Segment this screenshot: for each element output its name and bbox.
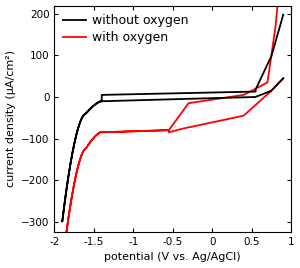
without oxygen xyxy=(268,57,272,60)
without oxygen xyxy=(281,13,285,16)
Line: with oxygen: with oxygen xyxy=(62,0,283,265)
without oxygen xyxy=(259,93,262,96)
with oxygen xyxy=(268,61,272,64)
without oxygen xyxy=(60,220,64,223)
without oxygen xyxy=(281,77,285,80)
with oxygen xyxy=(259,99,262,102)
Legend: without oxygen, with oxygen: without oxygen, with oxygen xyxy=(61,12,191,47)
with oxygen xyxy=(66,218,70,221)
with oxygen xyxy=(281,77,285,80)
without oxygen xyxy=(66,176,70,179)
with oxygen xyxy=(60,263,64,266)
X-axis label: potential (V vs. Ag/AgCl): potential (V vs. Ag/AgCl) xyxy=(104,252,241,262)
Y-axis label: current density (μA/cm²): current density (μA/cm²) xyxy=(6,50,16,187)
with oxygen xyxy=(269,59,272,62)
without oxygen xyxy=(269,56,272,59)
with oxygen xyxy=(78,158,82,161)
without oxygen xyxy=(78,121,82,124)
with oxygen xyxy=(188,102,191,105)
Line: without oxygen: without oxygen xyxy=(62,15,283,222)
without oxygen xyxy=(188,91,191,95)
